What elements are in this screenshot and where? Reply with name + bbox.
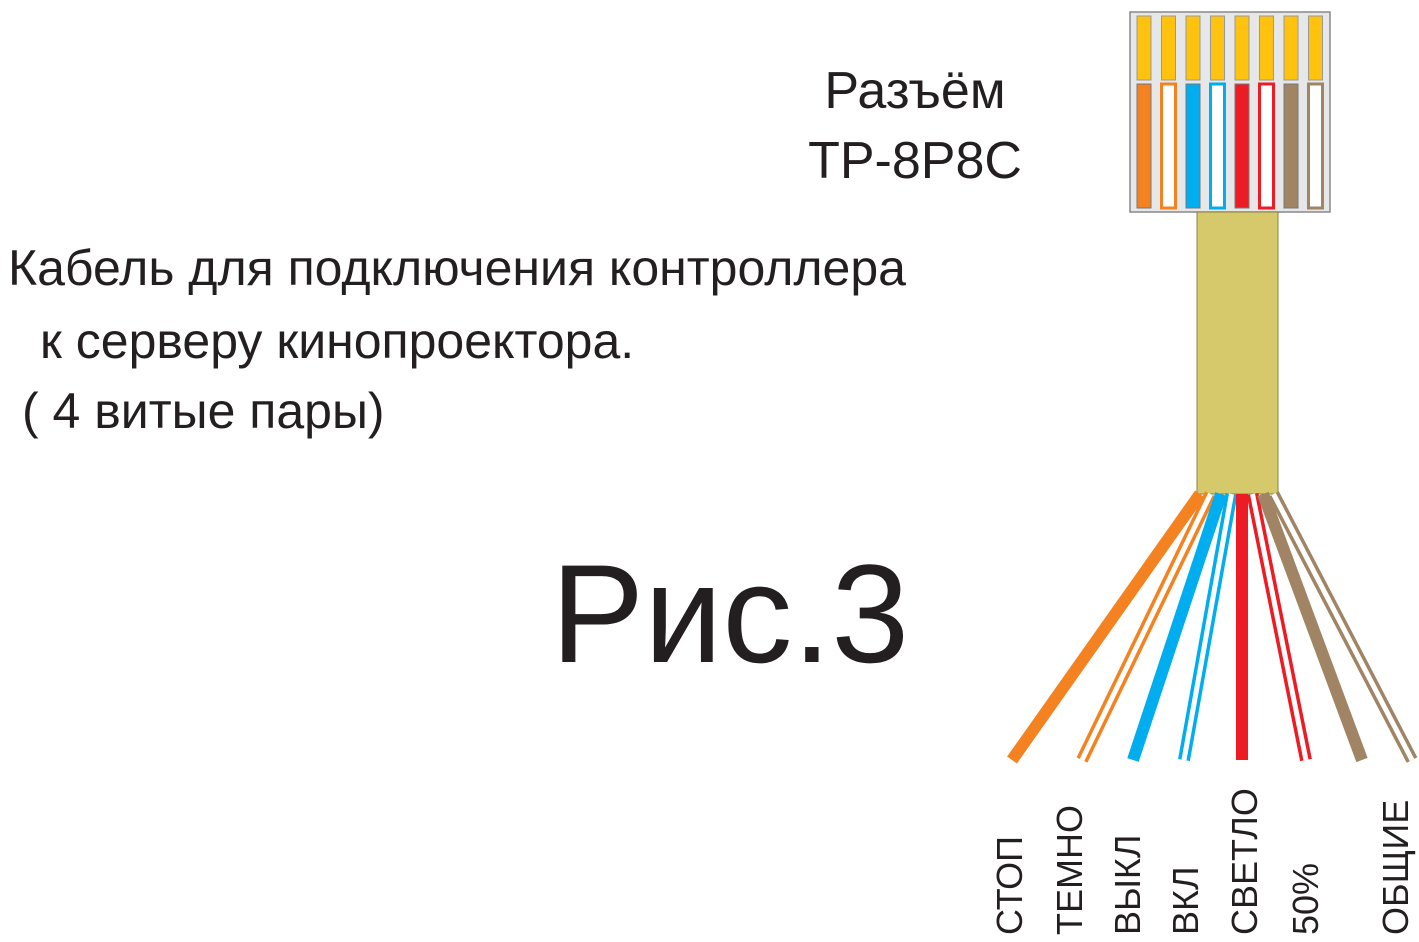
pin-wire (1234, 83, 1250, 209)
pin-wire (1307, 82, 1324, 210)
wire-label: СТОП (989, 836, 1030, 935)
caption-line: к серверу кинопроектора. (40, 313, 634, 369)
wire-stripe (1181, 493, 1234, 761)
wire-label: ТЕМНО (1049, 805, 1090, 935)
pin (1259, 15, 1274, 81)
pin (1283, 15, 1299, 81)
caption-line: ( 4 витые пары) (22, 383, 385, 439)
caption-line: Кабель для подключения контроллера (8, 240, 906, 296)
wire-label: СВЕТЛО (1224, 788, 1265, 935)
connector (1129, 11, 1331, 213)
wire-label: ВЫКЛ (1107, 835, 1148, 935)
wire (1007, 490, 1205, 764)
pin-wire (1258, 82, 1275, 210)
wires (1007, 490, 1418, 764)
wire-label: 50% (1285, 863, 1326, 935)
pin (1210, 15, 1225, 81)
pin (1308, 15, 1323, 81)
wire-stripe (1271, 492, 1415, 762)
connector-title: Разъём (824, 62, 1005, 120)
pin (1136, 15, 1152, 81)
wire-labels: СТОП ТЕМНО ВЫКЛ ВКЛ СВЕТЛО 50% ОБЩИЕ (989, 788, 1416, 935)
wire-label: ВКЛ (1165, 866, 1206, 935)
wire (1257, 491, 1368, 763)
figure-label: Рис.3 (551, 535, 909, 692)
pin (1185, 15, 1201, 81)
pin-wire (1283, 83, 1299, 209)
wire (1127, 492, 1227, 762)
pin-wire (1160, 82, 1177, 210)
pin-wire (1185, 83, 1201, 209)
cable (1196, 211, 1279, 495)
pin (1161, 15, 1176, 81)
connector-model: ТР-8Р8С (808, 132, 1022, 190)
pin (1234, 15, 1250, 81)
wire-label: ОБЩИЕ (1375, 800, 1416, 935)
pin-wire (1209, 82, 1226, 210)
pin-wire (1136, 83, 1152, 209)
wire-stripe (1079, 492, 1213, 762)
wire-stripe (1250, 493, 1309, 761)
